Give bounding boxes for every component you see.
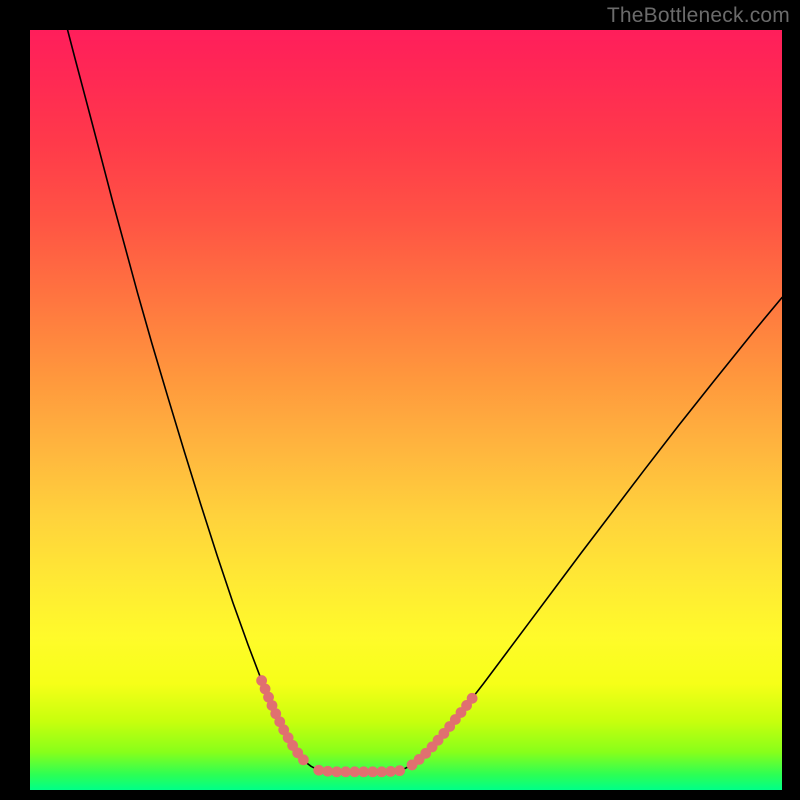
watermark-text: TheBottleneck.com <box>607 4 790 28</box>
chart-frame: TheBottleneck.com <box>0 0 800 800</box>
gradient-background <box>30 30 782 790</box>
plot-svg <box>30 30 782 790</box>
plot-area <box>30 30 782 790</box>
